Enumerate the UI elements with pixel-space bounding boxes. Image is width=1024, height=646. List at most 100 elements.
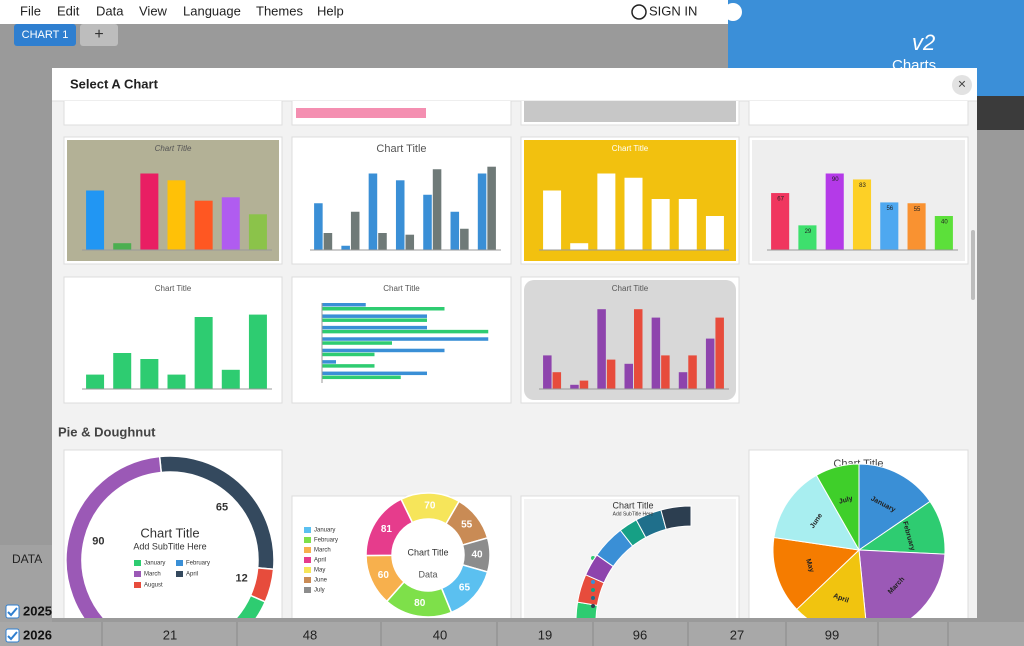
- legend-label: April: [314, 558, 326, 564]
- thumb-title: Chart Title: [383, 284, 420, 293]
- checkbox[interactable]: [5, 604, 20, 619]
- cell: 40: [433, 627, 447, 642]
- legend-swatch: [176, 560, 183, 566]
- bar: [651, 317, 661, 389]
- bar: [880, 202, 899, 250]
- menu-item[interactable]: Themes: [256, 3, 303, 18]
- chart-thumbnail[interactable]: Chart Title: [63, 276, 283, 404]
- bar: [221, 197, 240, 250]
- thumb-subtitle: Add SubTitle Here: [400, 560, 457, 567]
- bar: [113, 353, 132, 389]
- chart-thumbnail[interactable]: Chart Title: [520, 276, 740, 404]
- bar: [570, 243, 589, 250]
- sheet-tab[interactable]: DATA: [12, 552, 42, 566]
- cell: 48: [303, 627, 317, 642]
- scrollbar-thumb[interactable]: [971, 230, 975, 300]
- dialog-header: [52, 68, 977, 101]
- slice: [235, 594, 267, 618]
- legend-swatch: [304, 537, 311, 543]
- close-icon[interactable]: ×: [958, 76, 966, 92]
- chart-thumbnail[interactable]: 70 55 40 65 80 60 81 Chart Title Add SubTitle He…: [291, 492, 512, 646]
- legend-label: May: [314, 568, 325, 574]
- bar: [221, 369, 240, 389]
- chart-thumbnail[interactable]: Chart Title: [520, 136, 740, 265]
- bar: [86, 190, 105, 250]
- bar: [825, 173, 844, 250]
- thumbnail-decoration: [524, 101, 736, 122]
- chart-thumbnail[interactable]: Chart Title: [291, 276, 512, 404]
- chart-gallery: Pie & Doughnut Chart Title Chart Title Cha…: [58, 90, 969, 646]
- bar: [322, 318, 427, 322]
- legend-label: March: [314, 548, 331, 554]
- checkbox[interactable]: [5, 628, 20, 643]
- cell: 19: [538, 627, 552, 642]
- bar: [450, 211, 460, 250]
- card[interactable]: [63, 90, 283, 126]
- bar: [934, 216, 953, 250]
- bar: [194, 200, 213, 250]
- bar: [688, 355, 697, 389]
- thumb-title: Chart Title: [612, 500, 653, 510]
- value-label: 56: [886, 206, 893, 212]
- bar: [661, 355, 670, 389]
- card[interactable]: [748, 90, 969, 126]
- bar: [705, 216, 724, 250]
- value-label: 12: [236, 572, 248, 584]
- bar: [322, 337, 489, 341]
- menu-item[interactable]: File: [20, 3, 41, 18]
- thumbnail-background: [524, 499, 736, 618]
- value-label: 60: [378, 570, 390, 581]
- value-label: 90: [832, 177, 839, 183]
- bar: [678, 199, 697, 250]
- legend-swatch: [591, 596, 595, 600]
- legend-swatch: [134, 571, 141, 577]
- user-icon[interactable]: [631, 4, 647, 20]
- value-label: 70: [424, 501, 436, 512]
- tab-label[interactable]: +: [94, 26, 103, 43]
- bar: [570, 384, 579, 389]
- menu-item[interactable]: View: [139, 3, 168, 18]
- legend-swatch: [591, 604, 595, 608]
- menu-item[interactable]: Data: [96, 3, 124, 18]
- chart-thumbnail[interactable]: Chart TitleJanuaryFebruaryMarchAprilMayJ…: [748, 449, 969, 646]
- center-label: Data: [418, 569, 437, 579]
- legend-label: June: [314, 578, 328, 584]
- legend-label: January: [144, 561, 165, 567]
- slice: [773, 474, 860, 551]
- menu-item[interactable]: Help: [317, 3, 344, 18]
- menu-item[interactable]: Language: [183, 3, 241, 18]
- bar: [350, 211, 360, 250]
- thumb-subtitle: Add SubTitle Here: [133, 541, 206, 551]
- bar: [423, 194, 432, 250]
- menu-item[interactable]: Edit: [57, 3, 80, 18]
- thumb-title: Chart Title: [140, 525, 199, 540]
- legend-swatch: [304, 547, 311, 553]
- bar: [194, 317, 213, 389]
- bar: [167, 374, 186, 389]
- thumbnail-background: [524, 280, 736, 400]
- legend-label: March: [144, 572, 161, 578]
- bar: [634, 309, 643, 389]
- thumb-subtitle: Add SubTitle Here: [613, 511, 654, 517]
- chart-thumbnail[interactable]: Chart Title: [63, 136, 283, 265]
- value-label: 29: [805, 229, 812, 235]
- bar: [322, 360, 336, 364]
- collapse-button[interactable]: [724, 3, 742, 21]
- slice: [772, 536, 861, 611]
- logo-badge: v2: [912, 30, 935, 55]
- close-button[interactable]: [952, 75, 972, 95]
- chart-thumbnail[interactable]: Chart Title: [291, 136, 512, 265]
- bar: [341, 245, 350, 250]
- dialog-title: Select A Chart: [70, 76, 159, 91]
- tab[interactable]: [14, 24, 76, 46]
- thumb-title: Chart Title: [155, 144, 192, 153]
- tab-label[interactable]: CHART 1: [22, 29, 69, 41]
- checkmark: [7, 631, 18, 641]
- chart-thumbnail[interactable]: 67 29 90 83 56 55 40: [748, 136, 969, 265]
- bar: [852, 179, 872, 250]
- sign-in[interactable]: SIGN IN: [649, 3, 697, 18]
- value-label: 40: [941, 220, 948, 226]
- tab[interactable]: [80, 24, 118, 46]
